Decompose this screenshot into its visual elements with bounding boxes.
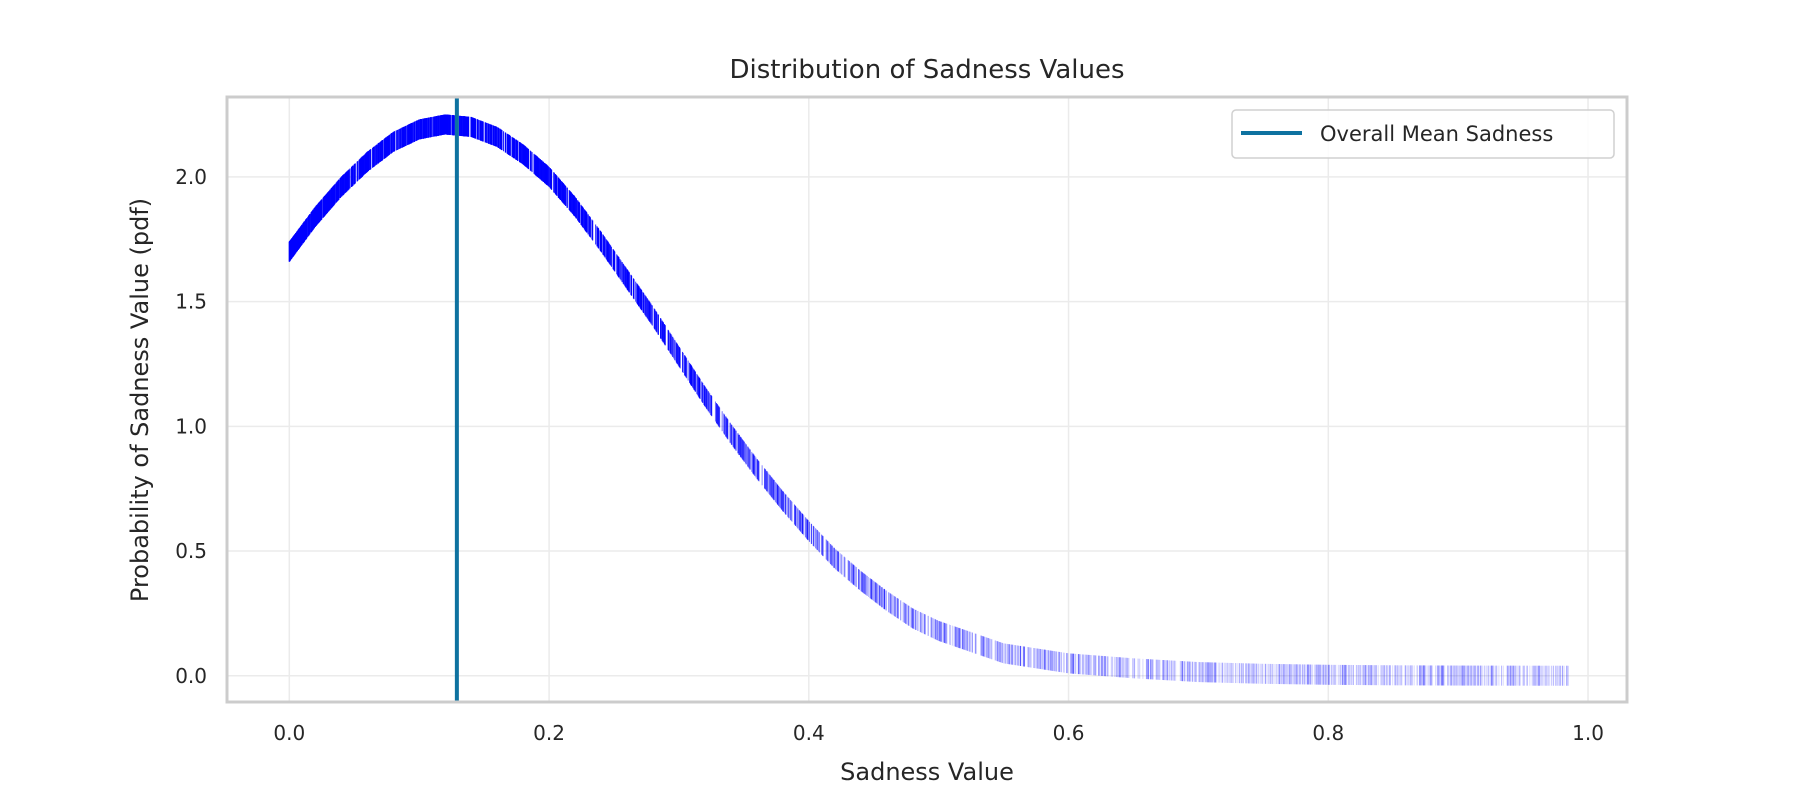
legend-label-mean: Overall Mean Sadness	[1320, 122, 1553, 146]
x-tick-label: 0.8	[1312, 721, 1344, 745]
y-axis-label: Probability of Sadness Value (pdf)	[126, 198, 154, 602]
y-tick-label: 0.5	[175, 539, 207, 563]
x-axis-label: Sadness Value	[840, 758, 1014, 786]
x-tick-label: 1.0	[1572, 721, 1604, 745]
x-tick-label: 0.0	[273, 721, 305, 745]
x-tick-label: 0.6	[1053, 721, 1085, 745]
y-tick-label: 0.0	[175, 664, 207, 688]
y-axis-ticks: 0.0 0.5 1.0 1.5 2.0	[175, 165, 207, 688]
plot-frame	[225, 95, 1629, 704]
chart-title: Distribution of Sadness Values	[730, 55, 1125, 85]
y-tick-label: 2.0	[175, 165, 207, 189]
x-tick-label: 0.2	[533, 721, 565, 745]
x-axis-ticks: 0.0 0.2 0.4 0.6 0.8 1.0	[273, 721, 1604, 745]
pdf-series	[288, 114, 1569, 686]
y-tick-label: 1.0	[175, 414, 207, 438]
legend-box	[1231, 109, 1615, 159]
grid	[227, 97, 1627, 702]
legend: Overall Mean Sadness	[1231, 109, 1615, 159]
y-tick-label: 1.5	[175, 290, 207, 314]
x-tick-label: 0.4	[793, 721, 825, 745]
